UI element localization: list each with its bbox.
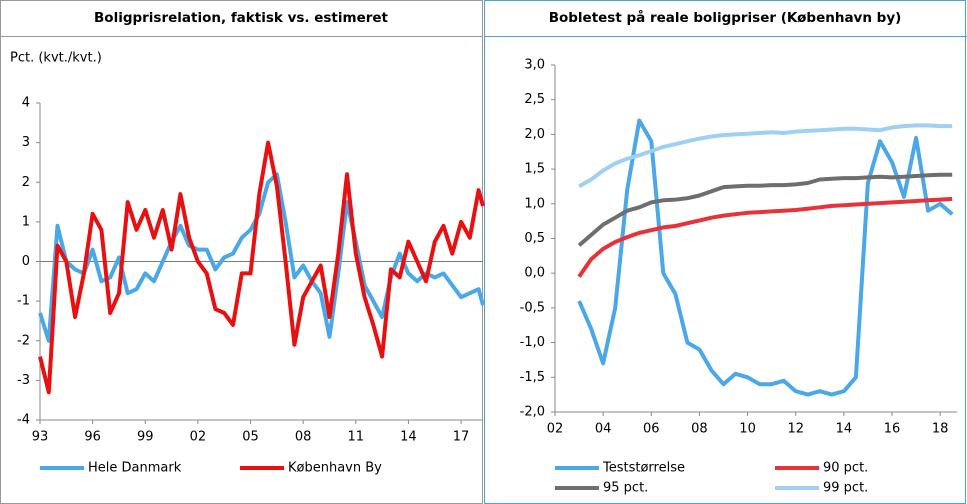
y-tick-label: 4: [22, 96, 30, 111]
data-line: [578, 123, 953, 189]
y-tick-label: 0: [22, 254, 30, 269]
y-axis-label: Pct. (kvt./kvt.): [10, 51, 102, 66]
y-tick-label: 1: [22, 214, 30, 229]
y-tick-label: 2,5: [524, 92, 545, 107]
legend-label: 99 pct.: [823, 481, 868, 496]
x-tick-label: 16: [884, 422, 901, 437]
x-tick-label: 14: [836, 422, 853, 437]
y-tick-label: 2,0: [524, 127, 545, 142]
y-tick-label: -0,5: [520, 300, 545, 315]
legend-label: København By: [288, 461, 382, 476]
x-tick-label: 99: [137, 430, 154, 445]
y-tick-label: 1,5: [524, 162, 545, 177]
x-tick-label: 14: [400, 430, 417, 445]
panel-border: [0, 0, 483, 504]
chart-title: Bobletest på reale boligpriser (Københav…: [549, 9, 902, 26]
y-tick-label: -1,5: [520, 370, 545, 385]
x-tick-label: 05: [242, 430, 259, 445]
y-tick-label: -3: [17, 373, 30, 388]
x-tick-label: 93: [32, 430, 49, 445]
x-tick-label: 08: [691, 422, 708, 437]
x-tick-label: 17: [453, 430, 470, 445]
x-tick-label: 96: [84, 430, 101, 445]
y-tick-label: 1,0: [524, 196, 545, 211]
x-tick-label: 10: [739, 422, 756, 437]
legend-label: Teststørrelse: [602, 461, 685, 476]
chart-title: Boligprisrelation, faktisk vs. estimeret: [94, 10, 389, 26]
data-line: [577, 118, 954, 397]
y-tick-label: 3: [22, 135, 30, 150]
x-tick-label: 12: [787, 422, 804, 437]
data-line: [577, 196, 953, 278]
y-tick-label: -4: [17, 413, 30, 428]
legend-label: 95 pct.: [603, 481, 648, 496]
y-tick-label: 0,0: [524, 266, 545, 281]
y-tick-label: -1: [17, 294, 30, 309]
legend-label: Hele Danmark: [88, 461, 182, 476]
x-tick-label: 02: [190, 430, 207, 445]
y-tick-label: -2: [17, 333, 30, 348]
legend-label: 90 pct.: [823, 461, 868, 476]
x-tick-label: 18: [932, 422, 949, 437]
x-tick-label: 11: [348, 430, 365, 445]
x-tick-label: 04: [595, 422, 612, 437]
data-line: [38, 172, 485, 343]
y-tick-label: -2,0: [520, 405, 545, 420]
y-tick-label: -1,0: [520, 335, 545, 350]
y-tick-label: 2: [22, 175, 30, 190]
data-line: [577, 172, 953, 247]
data-line: [38, 140, 485, 395]
x-tick-label: 02: [547, 422, 564, 437]
x-tick-label: 08: [295, 430, 312, 445]
y-tick-label: 0,5: [524, 231, 545, 246]
x-tick-label: 06: [643, 422, 660, 437]
y-tick-label: 3,0: [524, 58, 545, 73]
